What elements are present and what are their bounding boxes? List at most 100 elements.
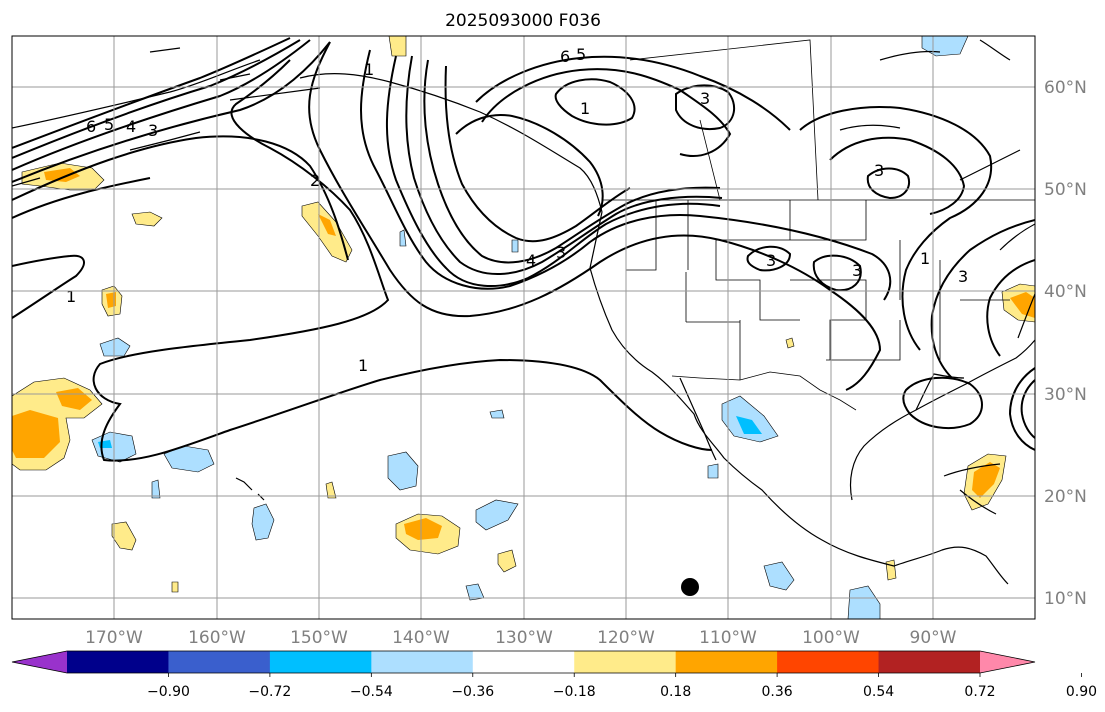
colorbar-tick-label: 0.54 [863,684,894,700]
lon-tick-label: 170°W [85,628,143,648]
contour-label: 3 [852,261,862,280]
positive-anomaly-core [1010,292,1035,318]
contour-line [12,37,291,149]
colorbar-swatch [269,651,372,673]
contour-label: 6 [560,47,570,66]
map-panel: 6 5 4 3 1 2 1 6 5 1 3 3 4 3 3 3 1 1 3 [11,35,1036,620]
positive-anomaly-core [972,462,1000,498]
negative-anomaly-region [251,503,275,541]
west-coast-mexico-coastline [589,211,1009,585]
lat-tick-label: 30°N [1044,385,1087,405]
positive-anomaly-core [318,214,336,236]
contour-label: 1 [920,249,930,268]
contour-line [92,59,713,462]
negative-anomaly-region [847,585,881,619]
contour-line [444,65,631,243]
lon-tick-label: 100°W [802,628,860,648]
contour-label: 3 [766,251,776,270]
contour-label: 3 [700,89,710,108]
positive-anomaly-core [12,410,60,458]
colorbar-tick-label: −0.90 [147,684,190,700]
contour-label: 1 [580,99,590,118]
contour-label: 5 [576,45,586,64]
yucatan-coastline [943,463,1001,515]
colorbar-swatch [67,651,169,673]
contour-line [902,376,983,430]
gulf-coastline [849,339,1035,501]
colorbar-swatch [878,651,981,673]
contour-label: 1 [358,356,368,375]
colorbar-swatch [371,651,474,673]
colorbar-swatch [675,651,778,673]
gridlines [12,36,1035,619]
positive-anomaly-region [785,337,795,349]
lat-tick-label: 60°N [1044,78,1087,98]
contour-line [423,59,721,264]
us-mexico-border [671,371,857,411]
colorbar: −0.90 −0.72 −0.54 −0.36 −0.18 0.18 0.36 0.54 0.7… [11,650,1097,700]
contour-line [812,254,862,292]
contour-label: 3 [874,161,884,180]
lon-tick-label: 110°W [699,628,757,648]
colorbar-tick-label: 0.90 [1066,684,1097,700]
contour-line [12,254,85,319]
lon-tick-label: 120°W [597,628,655,648]
florida-coastline [915,373,965,411]
negative-anomaly-region [399,229,407,247]
lat-tick-label: 10°N [1044,589,1087,609]
aleutian-coastline [12,47,251,187]
positive-anomaly-region [325,481,337,499]
negative-anomaly-region [721,395,779,443]
shading-layer [12,36,1035,619]
lon-tick-label: 140°W [392,628,450,648]
positive-anomaly-region [131,211,163,227]
lat-tick-label: 20°N [1044,487,1087,507]
contour-line [1008,367,1035,451]
lon-tick-label: 130°W [495,628,553,648]
lon-tick-label: 150°W [290,628,348,648]
contour-line [986,259,1035,357]
map-title: 2025093000 F036 [445,11,601,31]
colorbar-outline [11,650,1036,674]
contour-line [1020,379,1035,439]
map-frame [11,35,1036,620]
negative-anomaly-region [489,409,505,419]
contour-label: 3 [556,243,566,262]
colorbar-tick-label: 0.72 [964,684,995,700]
contour-line [481,68,732,157]
colorbar-tick-label: 0.18 [660,684,691,700]
colorbar-tick-label: −0.18 [553,684,596,700]
contour-label: 4 [526,251,536,270]
contour-layer [12,37,1035,462]
lat-tick-label: 50°N [1044,180,1087,200]
contour-line [12,41,331,183]
negative-anomaly-region [387,451,419,491]
longitude-ticks: 170°W 160°W 150°W 140°W 130°W 120°W 110°… [85,628,957,648]
contour-label: 1 [66,287,76,306]
contour-line [12,39,301,159]
hawaii-islands [235,477,265,501]
contour-label: 4 [126,117,136,136]
negative-anomaly-region [763,561,795,591]
coastline-layer [12,39,1035,585]
colorbar-tick-label: −0.54 [350,684,393,700]
colorbar-swatch [168,651,271,673]
contour-line [12,39,311,171]
canada-provincial-borders [629,39,819,201]
contour-line [12,177,151,219]
contour-line [386,55,721,287]
positive-anomaly-region [111,521,137,551]
contour-label: 5 [104,115,114,134]
negative-anomaly-region [99,337,131,357]
contour-line [675,84,736,130]
east-coast-coastline [959,149,1035,339]
positive-anomaly-region [885,559,897,581]
positive-anomaly-region [388,36,407,57]
location-marker [681,578,699,596]
lon-tick-label: 160°W [188,628,246,648]
colorbar-tick-label: −0.36 [451,684,494,700]
positive-anomaly-region [497,549,517,573]
colorbar-swatch [574,651,677,673]
colorbar-swatch [777,651,880,673]
